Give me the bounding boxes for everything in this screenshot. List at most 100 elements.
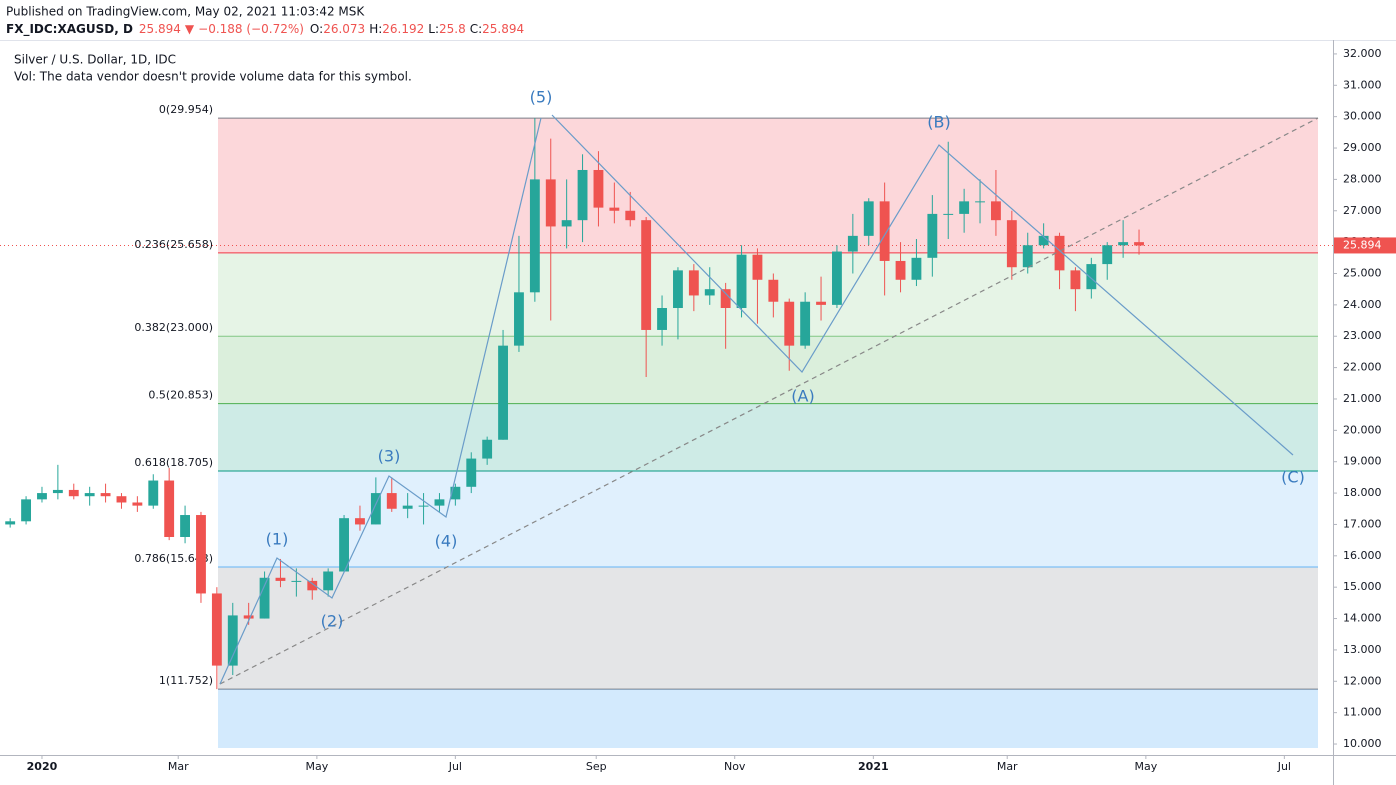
candle-body [863, 201, 874, 236]
candle-body [625, 210, 636, 221]
x-tick-label: May [305, 760, 328, 773]
x-tick-label: Jul [1277, 760, 1291, 773]
fib-zone [218, 336, 1318, 404]
candle-body [943, 213, 954, 215]
candle-body [911, 257, 922, 280]
open: 26.073 [323, 22, 365, 36]
y-tick-label: 22.000 [1343, 361, 1382, 374]
candle-body [196, 515, 206, 594]
wave-label: (A) [791, 387, 814, 406]
candle-body [1022, 245, 1033, 268]
fib-label: 0.618(18.705) [134, 456, 213, 469]
candle-body [529, 179, 540, 293]
candle-body [768, 279, 779, 302]
y-tick-label: 11.000 [1343, 706, 1382, 719]
candle-body [1102, 245, 1113, 265]
wave-label: (C) [1281, 468, 1305, 487]
axes: 10.000 11.000 12.000 13.000 14.000 15.000 16.0… [0, 47, 1396, 773]
fib-label: 1(11.752) [159, 674, 213, 687]
y-tick-label: 29.000 [1343, 141, 1382, 154]
y-tick-label: 10.000 [1343, 737, 1382, 750]
candle-body [1134, 242, 1144, 246]
candle-body [577, 169, 588, 221]
wave-label: (2) [321, 612, 344, 631]
candle-body [1070, 270, 1081, 290]
candle-body [784, 301, 795, 346]
x-tick-label: Nov [724, 760, 746, 773]
y-tick-label: 17.000 [1343, 517, 1382, 530]
candle-body [975, 201, 985, 203]
candle-body [736, 254, 747, 309]
y-tick-label: 25.000 [1343, 266, 1382, 279]
y-tick-label: 16.000 [1343, 549, 1382, 562]
candle-body [593, 169, 604, 208]
y-tick-label: 18.000 [1343, 486, 1382, 499]
candle-body [704, 289, 715, 296]
candle-body [402, 505, 413, 509]
last-price-label: 25.894 [1343, 238, 1382, 251]
candle-body [816, 301, 826, 305]
close: 25.894 [482, 22, 524, 36]
high: 26.192 [382, 22, 424, 36]
fib-retracement: 0(29.954) 0.236(25.658) 0.382(23.000) 0.5(2… [134, 103, 1318, 748]
y-tick-label: 24.000 [1343, 298, 1382, 311]
candle-body [498, 345, 508, 440]
candle-body [466, 458, 477, 487]
fib-zone [218, 689, 1318, 748]
candle-body [991, 201, 1001, 221]
candle-body [720, 289, 731, 309]
published: Published on TradingView.com, May 02, 20… [6, 5, 365, 19]
candle-body [688, 270, 699, 296]
symbol: FX_IDC:XAGUSD, D [6, 22, 133, 37]
candle-body [609, 207, 620, 211]
candle-body [847, 235, 858, 252]
candle-body [227, 615, 238, 666]
candle-body [164, 480, 175, 537]
candles [5, 118, 1144, 690]
wave-label: (1) [266, 530, 289, 549]
candle-body [959, 201, 970, 214]
candle-body [641, 220, 652, 330]
fib-zone [218, 118, 1318, 253]
fib-label: 0.5(20.853) [148, 389, 213, 402]
y-tick-label: 32.000 [1343, 47, 1382, 60]
y-tick-label: 19.000 [1343, 455, 1382, 468]
candle-body [52, 489, 63, 494]
change: −0.188 (−0.72%) [198, 22, 304, 36]
h-label: H: [369, 22, 382, 36]
y-tick-label: 30.000 [1343, 110, 1382, 123]
candle-body [895, 260, 906, 280]
x-tick-label: Mar [997, 760, 1018, 773]
fib-zone [218, 252, 1318, 337]
candle-body [482, 439, 493, 459]
trend-line [219, 117, 1319, 685]
candle-body [100, 493, 111, 497]
fib-label: 0.382(23.000) [134, 321, 213, 334]
candle-body [879, 201, 890, 261]
impulse-wave [219, 117, 542, 685]
candle-body [148, 480, 159, 506]
candle-body [21, 499, 32, 522]
volume-note: Vol: The data vendor doesn't provide vol… [14, 70, 412, 84]
candle-body [132, 502, 143, 506]
candle-body [752, 254, 763, 280]
fib-label: 0(29.954) [159, 103, 213, 116]
candle-body [243, 615, 254, 619]
candle-body [800, 301, 811, 346]
candle-body [1054, 235, 1065, 271]
candle-body [307, 580, 318, 591]
y-tick-label: 23.000 [1343, 329, 1382, 342]
candle-body [370, 493, 381, 525]
candle-body [832, 251, 842, 305]
wave-label: (5) [530, 88, 553, 107]
last-price-tag [1334, 237, 1396, 254]
candle-body [1118, 242, 1129, 246]
y-tick-label: 14.000 [1343, 612, 1382, 625]
candle-body [84, 493, 95, 497]
candle-body [386, 493, 397, 509]
x-tick-label: 2020 [27, 760, 58, 773]
l-label: L: [428, 22, 439, 36]
fib-label: 0.236(25.658) [134, 238, 213, 251]
candle-body [211, 593, 222, 666]
